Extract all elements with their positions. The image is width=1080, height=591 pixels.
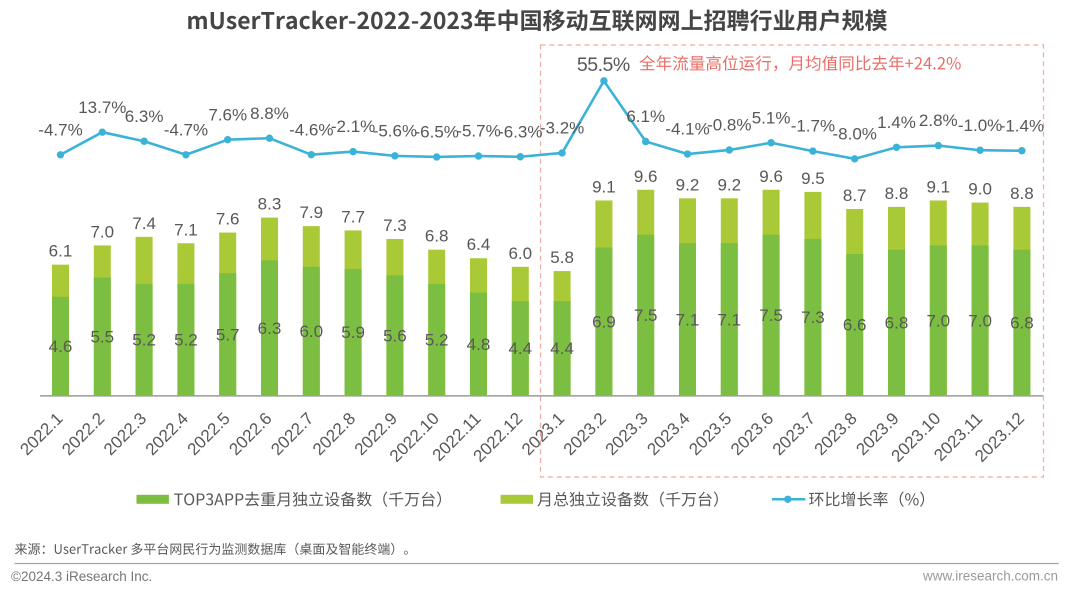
svg-text:7.0: 7.0 bbox=[90, 222, 114, 241]
svg-text:5.9: 5.9 bbox=[341, 323, 365, 342]
svg-text:9.6: 9.6 bbox=[759, 167, 783, 186]
svg-text:6.0: 6.0 bbox=[508, 244, 532, 263]
svg-text:9.1: 9.1 bbox=[926, 177, 950, 196]
svg-text:8.8: 8.8 bbox=[885, 184, 909, 203]
svg-text:7.1: 7.1 bbox=[676, 310, 700, 329]
svg-text:5.7: 5.7 bbox=[216, 325, 240, 344]
svg-text:9.6: 9.6 bbox=[634, 167, 658, 186]
svg-text:6.1: 6.1 bbox=[49, 242, 73, 261]
svg-text:7.3: 7.3 bbox=[383, 216, 407, 235]
svg-text:5.6: 5.6 bbox=[383, 326, 407, 345]
svg-text:7.5: 7.5 bbox=[759, 306, 783, 325]
svg-text:5.5: 5.5 bbox=[90, 327, 114, 346]
svg-text:7.5: 7.5 bbox=[634, 306, 658, 325]
svg-text:-0.8%: -0.8% bbox=[707, 116, 751, 135]
svg-text:6.0: 6.0 bbox=[299, 322, 323, 341]
svg-text:9.5: 9.5 bbox=[801, 169, 825, 188]
svg-text:13.7%: 13.7% bbox=[78, 98, 126, 117]
svg-text:7.6%: 7.6% bbox=[208, 105, 247, 124]
svg-text:7.9: 7.9 bbox=[299, 203, 323, 222]
svg-text:2.8%: 2.8% bbox=[919, 111, 958, 130]
svg-text:www.iresearch.com.cn: www.iresearch.com.cn bbox=[922, 569, 1058, 584]
svg-text:6.9: 6.9 bbox=[592, 312, 616, 331]
svg-text:-5.7%: -5.7% bbox=[456, 122, 500, 141]
svg-text:-3.2%: -3.2% bbox=[540, 119, 584, 138]
svg-text:6.4: 6.4 bbox=[467, 235, 491, 254]
svg-text:7.1: 7.1 bbox=[717, 310, 741, 329]
svg-text:5.2: 5.2 bbox=[425, 331, 449, 350]
svg-text:7.7: 7.7 bbox=[341, 207, 365, 226]
svg-text:4.8: 4.8 bbox=[467, 335, 491, 354]
svg-text:7.0: 7.0 bbox=[926, 311, 950, 330]
svg-text:7.1: 7.1 bbox=[174, 220, 198, 239]
svg-text:9.0: 9.0 bbox=[968, 180, 992, 199]
svg-text:8.8: 8.8 bbox=[1010, 184, 1034, 203]
svg-text:55.5%: 55.5% bbox=[577, 54, 630, 76]
svg-text:9.1: 9.1 bbox=[592, 177, 616, 196]
svg-text:-1.4%: -1.4% bbox=[1000, 116, 1044, 135]
svg-text:4.4: 4.4 bbox=[550, 339, 574, 358]
svg-text:7.6: 7.6 bbox=[216, 210, 240, 229]
svg-text:6.6: 6.6 bbox=[843, 316, 867, 335]
svg-text:-6.5%: -6.5% bbox=[414, 123, 458, 142]
svg-text:9.2: 9.2 bbox=[717, 175, 741, 194]
svg-text:1.4%: 1.4% bbox=[877, 113, 916, 132]
svg-text:8.8%: 8.8% bbox=[250, 104, 289, 123]
svg-text:-8.0%: -8.0% bbox=[832, 124, 876, 143]
svg-text:©2024.3 iResearch Inc.: ©2024.3 iResearch Inc. bbox=[11, 569, 152, 584]
svg-text:-4.1%: -4.1% bbox=[665, 120, 709, 139]
svg-text:-5.6%: -5.6% bbox=[373, 121, 417, 140]
svg-text:6.1%: 6.1% bbox=[626, 107, 665, 126]
svg-text:6.8: 6.8 bbox=[885, 314, 909, 333]
svg-text:6.8: 6.8 bbox=[425, 227, 449, 246]
svg-text:-1.0%: -1.0% bbox=[958, 116, 1002, 135]
svg-text:-2.1%: -2.1% bbox=[331, 117, 375, 136]
svg-text:7.0: 7.0 bbox=[968, 311, 992, 330]
svg-text:-4.6%: -4.6% bbox=[289, 120, 333, 139]
svg-text:-6.3%: -6.3% bbox=[498, 122, 542, 141]
svg-text:-4.7%: -4.7% bbox=[164, 120, 208, 139]
svg-text:5.2: 5.2 bbox=[132, 331, 156, 350]
svg-text:6.3%: 6.3% bbox=[125, 107, 164, 126]
svg-text:8.7: 8.7 bbox=[843, 186, 867, 205]
svg-text:4.6: 4.6 bbox=[49, 337, 73, 356]
svg-text:-4.7%: -4.7% bbox=[38, 120, 82, 139]
svg-text:9.2: 9.2 bbox=[676, 175, 700, 194]
svg-text:-1.7%: -1.7% bbox=[791, 117, 835, 136]
svg-text:6.3: 6.3 bbox=[258, 319, 282, 338]
svg-text:5.8: 5.8 bbox=[550, 248, 574, 267]
svg-text:8.3: 8.3 bbox=[258, 195, 282, 214]
svg-text:6.8: 6.8 bbox=[1010, 314, 1034, 333]
svg-text:4.4: 4.4 bbox=[508, 339, 532, 358]
svg-text:5.1%: 5.1% bbox=[752, 108, 791, 127]
svg-text:5.2: 5.2 bbox=[174, 331, 198, 350]
svg-text:7.3: 7.3 bbox=[801, 308, 825, 327]
svg-text:7.4: 7.4 bbox=[132, 214, 156, 233]
